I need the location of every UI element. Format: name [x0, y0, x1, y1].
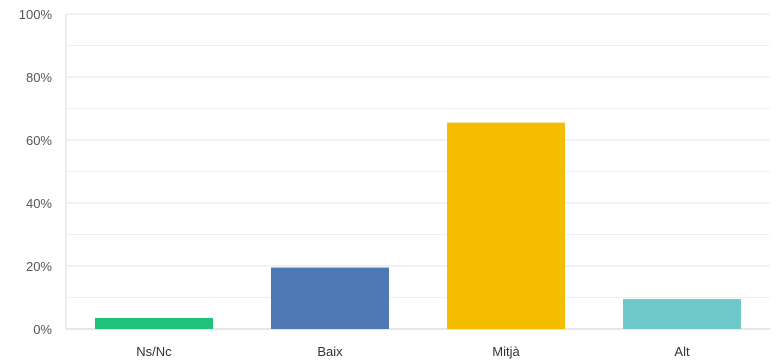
x-category-label: Alt	[674, 344, 690, 359]
x-category-label: Mitjà	[492, 344, 520, 359]
y-tick-label: 0%	[33, 322, 52, 337]
x-category-label: Ns/Nc	[136, 344, 172, 359]
y-axis-ticks: 0% 20% 40% 60% 80% 100%	[19, 7, 53, 337]
y-tick-label: 80%	[26, 70, 52, 85]
x-category-label: Baix	[317, 344, 343, 359]
bar-ns-nc	[95, 317, 213, 329]
gridlines	[66, 13, 770, 330]
y-tick-label: 100%	[19, 7, 53, 22]
bar-mitj-	[447, 122, 565, 329]
y-tick-label: 40%	[26, 196, 52, 211]
y-tick-label: 20%	[26, 259, 52, 274]
bar-baix	[271, 267, 389, 329]
x-axis-labels: Ns/Nc Baix Mitjà Alt	[136, 344, 690, 359]
bars	[95, 122, 741, 329]
bar-alt	[623, 299, 741, 329]
y-tick-label: 60%	[26, 133, 52, 148]
